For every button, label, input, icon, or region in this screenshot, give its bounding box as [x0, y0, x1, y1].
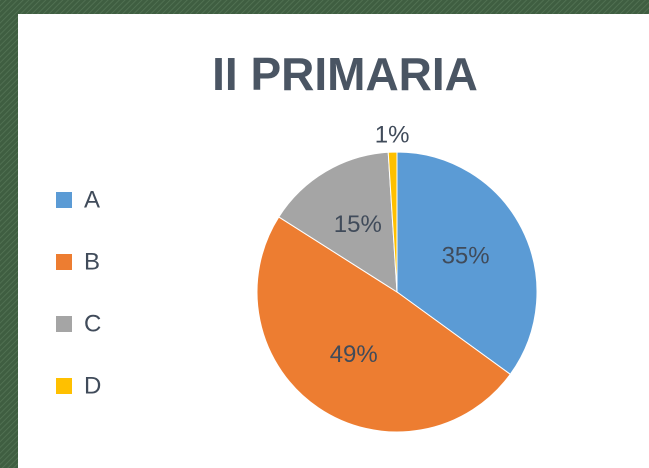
legend-label: B	[84, 248, 100, 275]
data-label: 15%	[334, 211, 382, 238]
legend-swatch	[56, 378, 72, 394]
legend-swatch	[56, 254, 72, 270]
data-label: 1%	[375, 121, 410, 148]
legend-label: A	[84, 186, 100, 213]
chart-title: II PRIMARIA	[212, 48, 478, 100]
pie-slice	[278, 151, 398, 293]
legend-swatch	[56, 316, 72, 332]
data-label: 49%	[330, 341, 378, 368]
legend-swatch	[56, 192, 72, 208]
legend-label: C	[84, 310, 101, 337]
pie-slice	[256, 216, 511, 433]
pie-slice	[396, 151, 538, 375]
data-label: 35%	[442, 242, 490, 269]
pie-slice	[387, 151, 398, 293]
legend-label: D	[84, 372, 101, 399]
